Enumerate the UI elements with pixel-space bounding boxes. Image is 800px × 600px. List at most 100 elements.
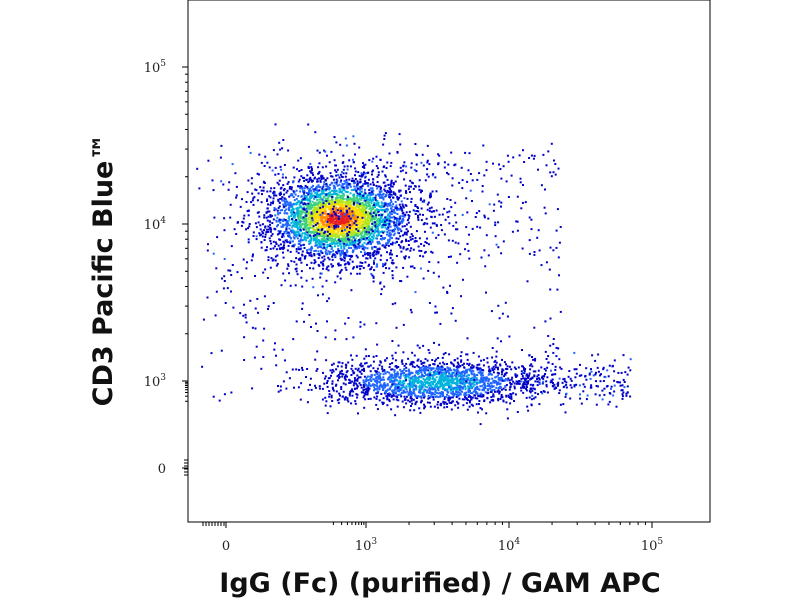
event-dot <box>326 215 329 218</box>
event-dot <box>327 269 330 272</box>
event-dot <box>376 223 379 226</box>
event-dot <box>298 206 301 209</box>
event-dot <box>307 216 310 219</box>
event-dot <box>300 226 303 228</box>
event-dot <box>281 199 284 202</box>
event-dot <box>351 240 354 243</box>
event-dot <box>344 223 347 226</box>
event-dot <box>306 174 309 177</box>
event-dot <box>350 225 353 228</box>
event-dot <box>553 387 556 390</box>
event-dot <box>296 227 299 230</box>
event-dot <box>360 386 363 389</box>
event-dot <box>457 375 460 378</box>
event-dot <box>345 144 348 147</box>
event-dot <box>403 215 405 218</box>
event-dot <box>484 265 487 268</box>
event-dot <box>363 251 366 254</box>
event-dot <box>329 243 332 246</box>
event-dot <box>460 382 463 385</box>
event-dot <box>364 213 367 216</box>
event-dot <box>370 228 373 231</box>
event-dot <box>317 201 320 204</box>
event-dot <box>348 215 351 218</box>
event-dot <box>342 186 345 189</box>
event-dot <box>384 246 387 249</box>
event-dot <box>282 235 285 238</box>
event-dot <box>307 228 310 231</box>
event-dot <box>336 199 339 202</box>
event-dot <box>349 201 352 204</box>
event-dot <box>382 220 385 223</box>
event-dot <box>345 249 348 252</box>
event-dot <box>316 232 319 235</box>
event-dot <box>316 230 319 233</box>
event-dot <box>362 204 365 207</box>
event-dot <box>405 385 408 388</box>
event-dot <box>375 376 378 379</box>
event-dot <box>463 366 466 369</box>
event-dot <box>343 242 346 245</box>
event-dot <box>354 387 356 390</box>
event-dot <box>272 218 275 221</box>
event-dot <box>420 366 423 369</box>
event-dot <box>235 194 238 197</box>
event-dot <box>353 380 356 383</box>
event-dot <box>529 383 532 386</box>
event-dot <box>467 374 470 377</box>
event-dot <box>294 193 297 196</box>
event-dot <box>405 228 408 231</box>
event-dot <box>385 191 388 194</box>
event-dot <box>313 188 316 191</box>
event-dot <box>322 226 325 229</box>
event-dot <box>315 186 317 189</box>
event-dot <box>343 165 346 168</box>
event-dot <box>490 399 493 402</box>
event-dot <box>367 211 369 213</box>
event-dot <box>390 201 393 203</box>
event-dot <box>297 210 300 213</box>
event-dot <box>358 376 360 379</box>
event-dot <box>356 246 358 249</box>
event-dot <box>325 188 328 191</box>
event-dot <box>417 358 420 361</box>
event-dot <box>292 190 295 193</box>
event-dot <box>252 197 255 200</box>
event-dot <box>401 225 404 228</box>
event-dot <box>288 207 291 210</box>
event-dot <box>364 253 366 256</box>
event-dot <box>403 364 406 367</box>
event-dot <box>341 218 344 221</box>
event-dot <box>364 393 367 396</box>
event-dot <box>334 169 337 172</box>
event-dot <box>251 192 254 195</box>
event-dot <box>341 210 343 213</box>
event-dot <box>363 394 366 397</box>
event-dot <box>347 202 350 204</box>
event-dot <box>369 215 372 218</box>
event-dot <box>303 247 306 249</box>
event-dot <box>443 371 446 374</box>
event-dot <box>279 193 281 196</box>
event-dot <box>449 379 452 381</box>
event-dot <box>426 359 429 362</box>
event-dot <box>339 173 342 176</box>
event-dot <box>411 363 414 366</box>
event-dot <box>319 245 322 248</box>
event-dot <box>399 280 402 282</box>
event-dot <box>364 215 367 218</box>
event-dot <box>355 382 358 385</box>
event-dot <box>358 195 361 198</box>
event-dot <box>300 270 303 273</box>
event-dot <box>276 233 279 236</box>
event-dot <box>348 228 351 231</box>
event-dot <box>536 378 538 380</box>
event-dot <box>362 215 365 218</box>
event-dot <box>317 204 320 207</box>
event-dot <box>396 197 399 200</box>
event-dot <box>330 203 333 205</box>
event-dot <box>491 347 494 349</box>
event-dot <box>468 405 471 408</box>
event-dot <box>361 237 364 240</box>
event-dot <box>423 407 426 410</box>
